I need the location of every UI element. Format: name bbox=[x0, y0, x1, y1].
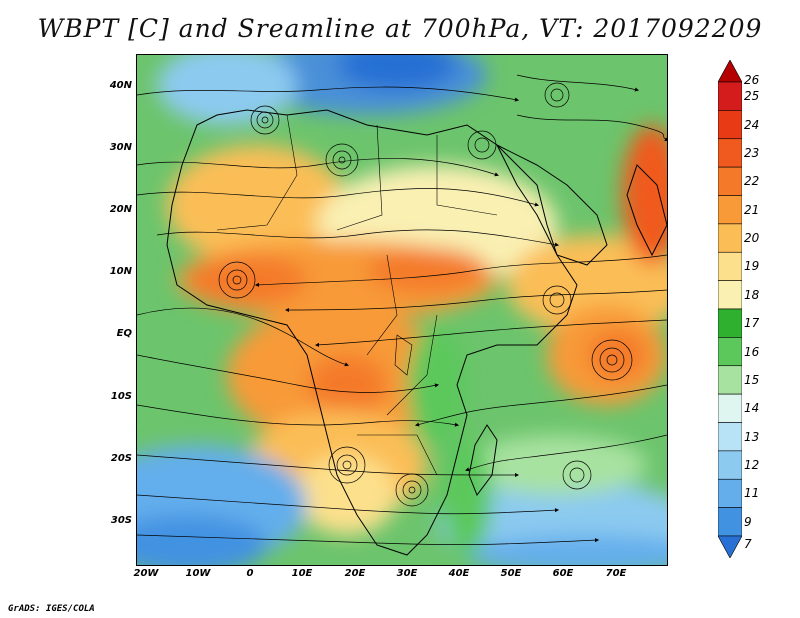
lat-label-30s: 30S bbox=[110, 515, 132, 526]
colorbar-swatch bbox=[718, 308, 742, 338]
colorbar-label: 19 bbox=[744, 259, 760, 274]
lon-label-20w: 20W bbox=[133, 568, 159, 579]
lat-label-10n: 10N bbox=[109, 266, 132, 277]
lon-label-10e: 10E bbox=[291, 568, 313, 579]
weather-map bbox=[136, 54, 668, 566]
colorbar-label: 20 bbox=[744, 231, 760, 246]
lon-label-60e: 60E bbox=[552, 568, 574, 579]
colorbar-swatch bbox=[718, 478, 742, 508]
colorbar-swatch bbox=[718, 280, 742, 310]
colorbar-swatch bbox=[718, 166, 742, 196]
colorbar-swatch bbox=[718, 138, 742, 168]
lat-label-20n: 20N bbox=[109, 204, 132, 215]
lon-label-0: 0 bbox=[246, 568, 254, 579]
colorbar-label: 15 bbox=[744, 372, 760, 387]
madagascar-coast bbox=[468, 424, 498, 497]
footer-credit: GrADS: IGES/COLA bbox=[8, 604, 95, 614]
country-borders bbox=[216, 114, 498, 476]
colorbar-swatch bbox=[718, 337, 742, 367]
colorbar-swatch bbox=[718, 223, 742, 253]
arabian-peninsula-coast bbox=[495, 143, 608, 266]
colorbar-swatch bbox=[718, 450, 742, 480]
colorbar-swatch bbox=[718, 195, 742, 225]
colorbar-label: 13 bbox=[744, 429, 760, 444]
coastline bbox=[166, 109, 578, 556]
colorbar-label: 16 bbox=[744, 344, 760, 359]
colorbar-label: 18 bbox=[744, 287, 760, 302]
colorbar-label: 12 bbox=[744, 458, 760, 473]
colorbar-swatch bbox=[718, 81, 742, 111]
lon-label-30e: 30E bbox=[396, 568, 418, 579]
colorbar-label: 24 bbox=[744, 117, 760, 132]
vortices bbox=[218, 82, 633, 507]
lon-label-70e: 70E bbox=[605, 568, 627, 579]
lat-label-20s: 20S bbox=[110, 453, 132, 464]
colorbar-label: 7 bbox=[744, 537, 752, 551]
streamlines bbox=[137, 74, 667, 546]
lat-label-30n: 30N bbox=[109, 142, 132, 153]
colorbar-top-arrow bbox=[718, 60, 742, 83]
colorbar-label: 25 bbox=[744, 89, 760, 104]
lon-label-20e: 20E bbox=[344, 568, 366, 579]
colorbar-label: 17 bbox=[744, 316, 760, 331]
colorbar-label: 14 bbox=[744, 401, 760, 416]
colorbar-bottom-arrow bbox=[718, 535, 742, 558]
india-coast bbox=[626, 164, 667, 257]
lon-label-40e: 40E bbox=[448, 568, 470, 579]
colorbar-swatch bbox=[718, 110, 742, 140]
lon-label-10w: 10W bbox=[185, 568, 211, 579]
lat-label-10s: 10S bbox=[110, 391, 132, 402]
colorbar-label: 22 bbox=[744, 174, 760, 189]
colorbar-swatch bbox=[718, 365, 742, 395]
colorbar-swatch bbox=[718, 422, 742, 452]
lon-label-50e: 50E bbox=[500, 568, 522, 579]
colorbar-label: 23 bbox=[744, 145, 760, 160]
colorbar-label: 21 bbox=[744, 202, 760, 217]
lat-label-40n: 40N bbox=[109, 80, 132, 91]
lat-label-eq: EQ bbox=[116, 328, 132, 339]
colorbar-label: 9 bbox=[744, 514, 752, 529]
colorbar bbox=[718, 60, 742, 558]
colorbar-swatch bbox=[718, 393, 742, 423]
colorbar-swatch bbox=[718, 507, 742, 537]
colorbar-label: 11 bbox=[744, 486, 760, 501]
colorbar-label: 26 bbox=[744, 73, 760, 87]
plot-title: WBPT [C] and Sreamline at 700hPa, VT: 20… bbox=[37, 14, 763, 43]
colorbar-swatch bbox=[718, 251, 742, 281]
